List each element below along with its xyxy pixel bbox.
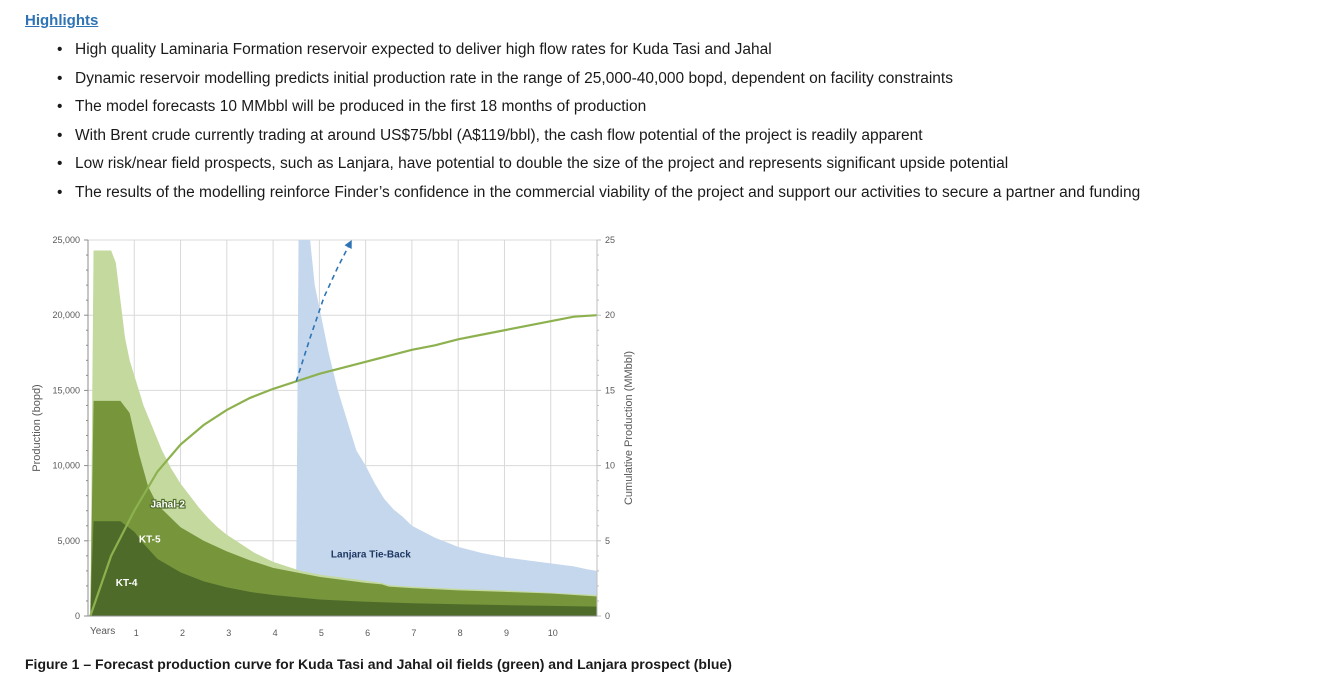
y2-axis-label: Cumulative Production (MMbbl) [623,351,635,505]
y-tick-label: 15,000 [52,385,80,395]
upside-arrow-line [295,239,353,382]
upside-arrowhead [344,240,352,249]
lanjara-label: Lanjara Tie-Back [331,549,411,560]
highlight-item: High quality Laminaria Formation reservo… [57,36,1315,65]
y-tick-label: 5,000 [57,536,80,546]
kt4-label: KT-4 [116,578,138,589]
y2-tick-label: 15 [605,385,615,395]
x-tick-label: 4 [273,628,278,638]
x-tick-label: 1 [134,628,139,638]
y-tick-label: 10,000 [52,461,80,471]
cumulative-line [89,314,598,617]
y2-tick-label: 10 [605,461,615,471]
lanjara-area [296,240,597,616]
x-tick-label: 6 [365,628,370,638]
highlight-item: Dynamic reservoir modelling predicts ini… [57,65,1315,94]
x-tick-label: 10 [548,628,558,638]
kt4-area [90,521,598,616]
x-axis-label: Years [90,626,115,637]
production-areas [90,240,598,616]
highlight-item: With Brent crude currently trading at ar… [57,122,1315,151]
x-tick-label: 9 [504,628,509,638]
x-tick-label: 3 [226,628,231,638]
y-tick-label: 25,000 [52,235,80,245]
production-chart-svg: 05,00010,00015,00020,00025,0000510152025… [31,235,635,638]
highlight-item: The model forecasts 10 MMbbl will be pro… [57,93,1315,122]
highlights-heading[interactable]: Highlights [25,12,99,29]
x-tick-label: 2 [180,628,185,638]
x-tick-label: 8 [458,628,463,638]
y2-tick-label: 20 [605,310,615,320]
figure-caption: Figure 1 – Forecast production curve for… [25,656,732,672]
kt5-label: KT-5 [139,534,161,545]
y-axis-label: Production (bopd) [31,384,43,471]
axes: 05,00010,00015,00020,00025,0000510152025… [52,235,615,638]
y2-tick-label: 0 [605,611,610,621]
cumulative-lines [89,239,598,617]
y2-tick-label: 25 [605,235,615,245]
y-tick-label: 20,000 [52,310,80,320]
highlights-list: High quality Laminaria Formation reservo… [0,36,1315,208]
x-tick-label: 7 [411,628,416,638]
series-labels: Jahal-2 KT-5 KT-4 Lanjara Tie-Back [116,499,411,589]
jahal2-label: Jahal-2 [150,500,185,511]
highlight-item: Low risk/near field prospects, such as L… [57,150,1315,179]
x-tick-label: 5 [319,628,324,638]
kt5-area [90,400,598,616]
y-tick-label: 0 [75,611,80,621]
y2-tick-label: 5 [605,536,610,546]
production-chart: 0 5,000 10,000 15,000 20,000 25,000 0 5 10 15 20 25… [25,228,645,648]
highlight-item: The results of the modelling reinforce F… [57,179,1315,208]
